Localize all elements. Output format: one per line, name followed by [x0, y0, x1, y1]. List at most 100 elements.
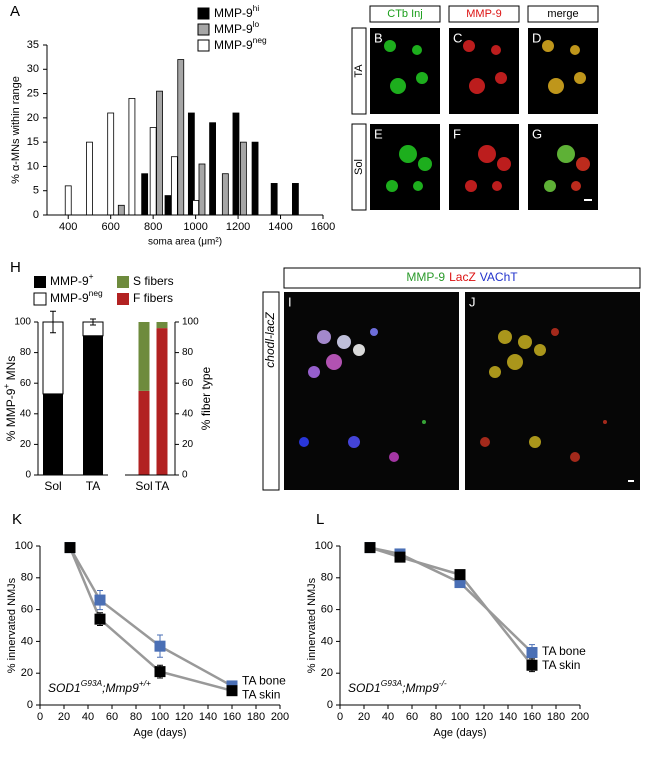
cell [518, 335, 532, 349]
x-tick-label: 200 [571, 711, 589, 723]
y-tick-label: 30 [27, 63, 39, 75]
cell [491, 45, 501, 55]
y-tick-label: 15 [27, 136, 39, 148]
legend-swatch [117, 293, 129, 305]
cell [551, 328, 559, 336]
x-tick-label: 0 [37, 711, 43, 723]
y-tick-label: 20 [20, 439, 32, 450]
bar [107, 112, 115, 216]
cell [498, 330, 512, 344]
label-part: LacZ [449, 270, 476, 284]
x-tick-label: 0 [337, 711, 343, 723]
y-tick-label: 20 [27, 112, 39, 124]
marker [454, 569, 466, 581]
bar-segment [156, 322, 168, 329]
bar [209, 122, 217, 216]
x-tick-label: 20 [358, 711, 370, 723]
image-letter: G [532, 126, 542, 141]
label-part: ;Mmp9 [402, 681, 439, 695]
header-box [369, 5, 441, 23]
cell [370, 328, 378, 336]
y-tick-label: 100 [182, 317, 199, 328]
y-tick-label: 60 [21, 604, 33, 616]
cell [389, 452, 399, 462]
bar [141, 173, 149, 216]
error-bar [50, 310, 56, 334]
series-label: TA bone [542, 644, 586, 658]
y-tick-label: 0 [182, 470, 188, 481]
image-header: merge [547, 8, 578, 20]
y-tick-label: 0 [27, 699, 33, 711]
bar-segment [156, 328, 168, 475]
label-part: MMP-9 [214, 38, 253, 52]
x-tick-label: 180 [547, 711, 565, 723]
legend-label: F fibers [133, 291, 173, 305]
cell [544, 180, 556, 192]
cell [576, 157, 590, 171]
x-axis-label: Age (days) [433, 727, 486, 739]
image-panels: CTb Inj MMP-9 merge TA Sol MMP-9 LacZ VACh… [262, 5, 641, 491]
x-tick-label: 400 [59, 221, 77, 233]
row-label-box [351, 27, 367, 115]
marker [154, 666, 166, 678]
cell [413, 181, 423, 191]
bar [149, 127, 157, 216]
cell [497, 157, 511, 171]
bar [156, 90, 163, 216]
y-tick-label: 20 [182, 439, 194, 450]
scale-bar [628, 480, 634, 482]
legend-label: S fibers [133, 274, 174, 288]
marker [64, 542, 76, 554]
bar [117, 204, 125, 216]
bar [239, 141, 247, 216]
panel-letter: L [316, 511, 324, 528]
bar [221, 173, 229, 216]
side-box [262, 291, 280, 491]
x-tick-label: 1200 [226, 221, 250, 233]
y-tick-label: 80 [20, 347, 32, 358]
x-tick-label: 60 [106, 711, 118, 723]
series-label: TA bone [242, 673, 286, 687]
legend-label: MMP-9neg [50, 288, 103, 305]
x-tick-label: 1000 [183, 221, 207, 233]
cell [299, 437, 309, 447]
cell [542, 40, 554, 52]
image-header: CTb Inj [387, 8, 422, 20]
y-axis-label: % innervated NMJs [6, 577, 18, 673]
label-part: % MMP-9 [4, 388, 18, 441]
y-axis-label: % α-MNs within range [10, 76, 22, 184]
y-tick-label: 80 [321, 572, 333, 584]
y-tick-label: 25 [27, 87, 39, 99]
y-axis-label: % innervated NMJs [306, 577, 318, 673]
x-tick-label: Sol [44, 479, 61, 493]
cell [399, 145, 417, 163]
label-part: SOD1 [348, 681, 381, 695]
x-tick-label: 20 [58, 711, 70, 723]
label-part: MMP-9 [50, 274, 89, 288]
x-tick-label: 80 [130, 711, 142, 723]
image-header: MMP-9 [466, 8, 501, 20]
y-tick-label: 60 [20, 378, 32, 389]
cell [495, 72, 507, 84]
legend-swatch [197, 7, 210, 20]
line [369, 546, 533, 654]
label-part: hi [253, 3, 260, 13]
cell [308, 366, 320, 378]
x-tick-label: 120 [475, 711, 493, 723]
image-letter: D [532, 30, 541, 45]
cell [326, 354, 342, 370]
x-tick-label: 120 [175, 711, 193, 723]
micrograph [284, 292, 459, 490]
image-letter: I [288, 294, 292, 309]
bar [187, 112, 195, 216]
cell [492, 181, 502, 191]
legend-swatch [34, 276, 46, 288]
bar [198, 163, 206, 216]
label-part: MMP-9 [406, 270, 445, 284]
y-tick-label: 60 [182, 378, 194, 389]
cell [418, 157, 432, 171]
bar-segment [43, 393, 63, 475]
bar [64, 185, 72, 216]
marker [394, 551, 406, 563]
